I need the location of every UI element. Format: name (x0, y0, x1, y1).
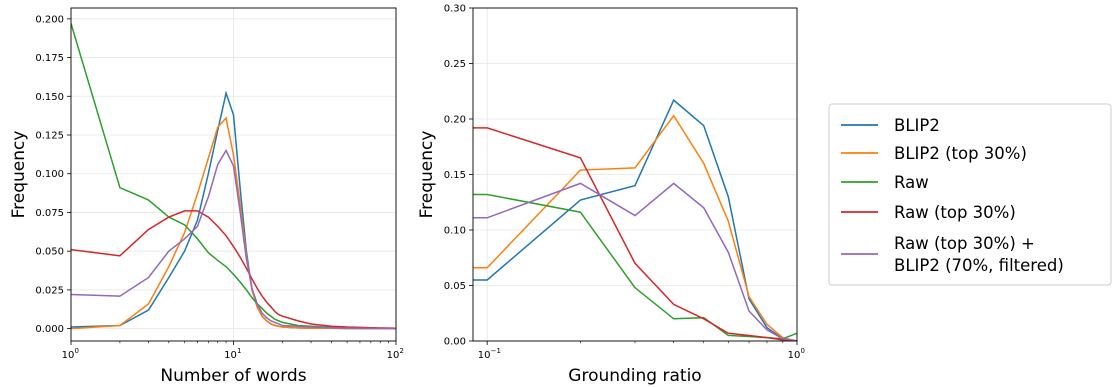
legend-label-4: Raw (top 30%) (894, 203, 1016, 222)
y-tick-label: 0.100 (35, 169, 64, 180)
y-tick-label: 0.25 (444, 59, 466, 70)
series-line-3 (71, 23, 396, 330)
x-axis-label: Number of words (160, 366, 306, 386)
y-tick-label: 0.050 (35, 247, 64, 258)
legend-label-2: BLIP2 (top 30%) (894, 144, 1027, 163)
series-line-1 (473, 98, 797, 341)
x-tick-exponent: 0 (801, 347, 805, 355)
series-line-5 (71, 148, 396, 330)
x-tick-label: 10 (387, 350, 400, 361)
x-tick-label: 10 (478, 350, 491, 361)
series-line-5 (473, 182, 797, 341)
y-tick-label: 0.05 (444, 281, 466, 292)
legend-label-5: Raw (top 30%) + BLIP2 (70%, filtered) (894, 234, 1064, 275)
y-tick-label: 0.10 (444, 226, 466, 237)
y-tick-label: 0.15 (444, 170, 466, 181)
legend-frame (828, 103, 1112, 286)
y-axis-label: Frequency (417, 131, 437, 219)
series-line-4 (473, 127, 797, 341)
y-tick-label: 0.00 (444, 337, 466, 348)
legend-label-1: BLIP2 (894, 116, 940, 135)
x-tick-exponent: 0 (75, 347, 79, 355)
series-line-2 (473, 114, 797, 341)
x-tick-label: 10 (224, 350, 237, 361)
legend-label-3: Raw (894, 173, 929, 192)
legend: BLIP2 BLIP2 (top 30%) Raw Raw (top 30%) Raw … (828, 103, 1112, 286)
y-tick-label: 0.025 (35, 285, 64, 296)
x-tick-exponent: −1 (491, 347, 501, 355)
y-tick-label: 0.075 (35, 208, 64, 219)
x-axis-label: Grounding ratio (568, 366, 701, 386)
y-tick-label: 0.200 (35, 14, 64, 25)
chart-panel-1: 0.000 0.025 0.050 0.075 0.100 0.125 0.150 0.175… (9, 7, 404, 386)
x-tick-label: 10 (62, 350, 75, 361)
y-tick-label: 0.20 (444, 115, 466, 126)
y-tick-label: 0.000 (35, 324, 64, 335)
x-tick-exponent: 1 (237, 347, 241, 355)
y-tick-label: 0.150 (35, 92, 64, 103)
y-axis-label: Frequency (9, 131, 29, 219)
y-tick-label: 0.125 (35, 131, 64, 142)
x-tick-label: 10 (788, 350, 801, 361)
x-tick-exponent: 2 (400, 347, 404, 355)
y-tick-label: 0.30 (444, 4, 466, 15)
y-tick-label: 0.175 (35, 53, 64, 64)
series-line-4 (71, 210, 396, 330)
